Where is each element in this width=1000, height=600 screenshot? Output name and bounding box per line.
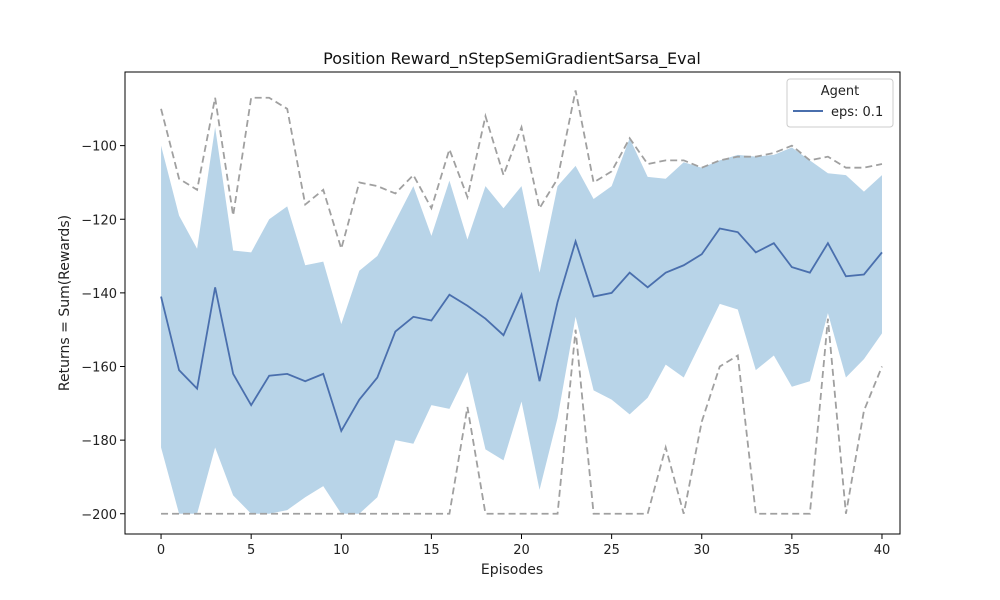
legend-entry-label: eps: 0.1 <box>831 105 883 120</box>
plot-frame <box>124 71 901 535</box>
x-tick-label: 10 <box>333 543 350 558</box>
legend-box <box>786 78 894 128</box>
plot-area <box>160 90 883 515</box>
x-tick-label: 20 <box>513 543 530 558</box>
min-line <box>161 318 883 515</box>
legend: Agent eps: 0.1 <box>786 78 894 128</box>
y-tick-label: −200 <box>81 508 117 523</box>
y-axis: −200 −180 −160 −140 −120 −100 <box>81 140 125 523</box>
x-axis: 0 5 10 15 20 25 30 35 40 <box>157 534 890 558</box>
y-tick-label: −140 <box>81 287 117 302</box>
y-tick-label: −180 <box>81 434 117 449</box>
y-axis-label: Returns = Sum(Rewards) <box>57 215 73 391</box>
max-line <box>160 90 883 252</box>
x-axis-label: Episodes <box>481 562 543 578</box>
std-band <box>161 127 882 514</box>
chart-title: Position Reward_nStepSemiGradientSarsa_E… <box>323 49 701 69</box>
x-tick-label: 40 <box>874 543 891 558</box>
x-tick-label: 5 <box>247 543 255 558</box>
y-tick-label: −120 <box>81 213 117 228</box>
legend-title: Agent <box>821 84 859 99</box>
y-tick-label: −160 <box>81 361 117 376</box>
y-tick-label: −100 <box>81 140 117 155</box>
mean-line <box>160 227 883 434</box>
x-tick-label: 0 <box>157 543 165 558</box>
x-tick-label: 35 <box>784 543 801 558</box>
x-tick-label: 25 <box>603 543 620 558</box>
x-tick-label: 15 <box>423 543 440 558</box>
x-tick-label: 30 <box>693 543 710 558</box>
